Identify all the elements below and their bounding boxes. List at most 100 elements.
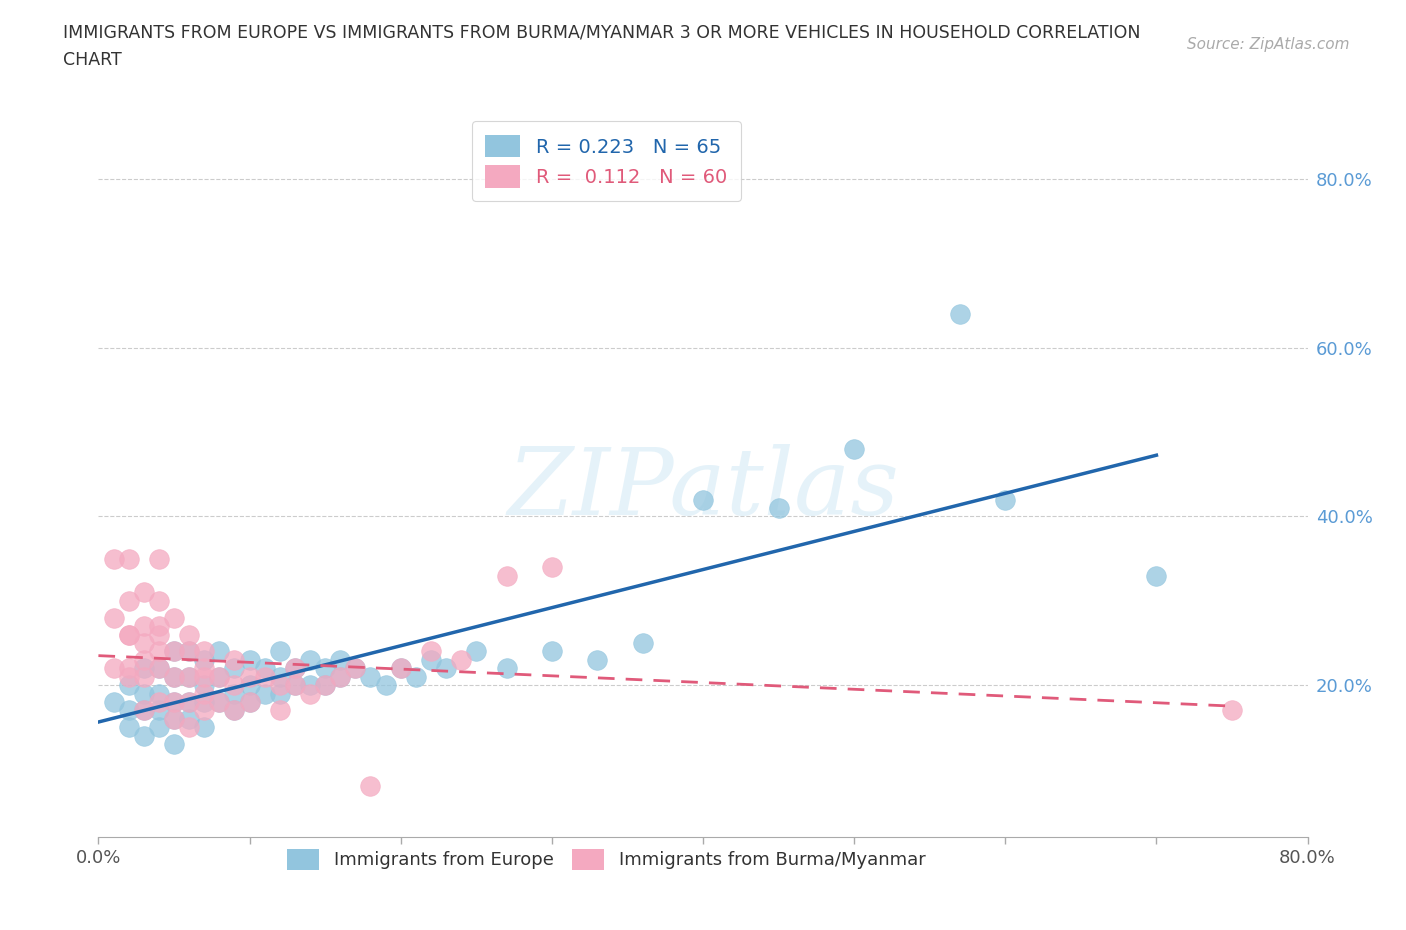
Point	[148, 644, 170, 658]
Point	[148, 618, 170, 633]
Text: CHART: CHART	[63, 51, 122, 69]
Point	[495, 661, 517, 676]
Point	[193, 670, 215, 684]
Point	[314, 661, 336, 676]
Point	[163, 610, 186, 625]
Point	[163, 644, 186, 658]
Point	[224, 678, 246, 693]
Point	[163, 695, 186, 710]
Point	[179, 670, 201, 684]
Point	[103, 695, 125, 710]
Point	[193, 686, 215, 701]
Point	[148, 703, 170, 718]
Point	[360, 779, 382, 794]
Point	[1144, 568, 1167, 583]
Point	[284, 661, 307, 676]
Point	[389, 661, 412, 676]
Point	[299, 678, 322, 693]
Point	[269, 644, 291, 658]
Point	[208, 670, 231, 684]
Point	[269, 678, 291, 693]
Point	[269, 670, 291, 684]
Point	[118, 627, 141, 642]
Point	[253, 670, 276, 684]
Point	[193, 678, 215, 693]
Point	[148, 593, 170, 608]
Point	[193, 703, 215, 718]
Point	[239, 678, 262, 693]
Point	[420, 653, 443, 668]
Point	[389, 661, 412, 676]
Point	[179, 711, 201, 726]
Point	[132, 618, 155, 633]
Point	[132, 728, 155, 743]
Point	[103, 610, 125, 625]
Point	[360, 670, 382, 684]
Point	[118, 678, 141, 693]
Point	[132, 653, 155, 668]
Point	[269, 703, 291, 718]
Point	[239, 670, 262, 684]
Point	[374, 678, 396, 693]
Point	[193, 653, 215, 668]
Point	[299, 686, 322, 701]
Point	[193, 720, 215, 735]
Point	[586, 653, 609, 668]
Point	[329, 670, 352, 684]
Point	[284, 678, 307, 693]
Point	[163, 670, 186, 684]
Point	[299, 653, 322, 668]
Point	[179, 720, 201, 735]
Point	[224, 703, 246, 718]
Point	[148, 686, 170, 701]
Point	[132, 635, 155, 650]
Point	[179, 644, 201, 658]
Point	[148, 661, 170, 676]
Point	[118, 720, 141, 735]
Point	[163, 644, 186, 658]
Point	[239, 695, 262, 710]
Point	[118, 551, 141, 566]
Point	[344, 661, 367, 676]
Point	[163, 670, 186, 684]
Point	[193, 644, 215, 658]
Point	[208, 644, 231, 658]
Point	[949, 307, 972, 322]
Point	[208, 670, 231, 684]
Point	[193, 695, 215, 710]
Point	[224, 686, 246, 701]
Point	[420, 644, 443, 658]
Point	[148, 720, 170, 735]
Point	[239, 653, 262, 668]
Point	[179, 627, 201, 642]
Point	[314, 678, 336, 693]
Point	[434, 661, 457, 676]
Point	[132, 703, 155, 718]
Point	[329, 653, 352, 668]
Point	[148, 627, 170, 642]
Point	[224, 703, 246, 718]
Point	[179, 644, 201, 658]
Point	[239, 695, 262, 710]
Point	[844, 442, 866, 457]
Point	[465, 644, 488, 658]
Point	[132, 703, 155, 718]
Point	[132, 686, 155, 701]
Point	[344, 661, 367, 676]
Point	[631, 635, 654, 650]
Point	[148, 551, 170, 566]
Point	[768, 500, 790, 515]
Point	[224, 653, 246, 668]
Point	[179, 695, 201, 710]
Point	[193, 661, 215, 676]
Point	[132, 670, 155, 684]
Point	[994, 492, 1017, 507]
Point	[284, 678, 307, 693]
Point	[1220, 703, 1243, 718]
Point	[118, 703, 141, 718]
Point	[163, 737, 186, 751]
Point	[314, 678, 336, 693]
Text: IMMIGRANTS FROM EUROPE VS IMMIGRANTS FROM BURMA/MYANMAR 3 OR MORE VEHICLES IN HO: IMMIGRANTS FROM EUROPE VS IMMIGRANTS FRO…	[63, 23, 1140, 41]
Point	[208, 695, 231, 710]
Point	[405, 670, 427, 684]
